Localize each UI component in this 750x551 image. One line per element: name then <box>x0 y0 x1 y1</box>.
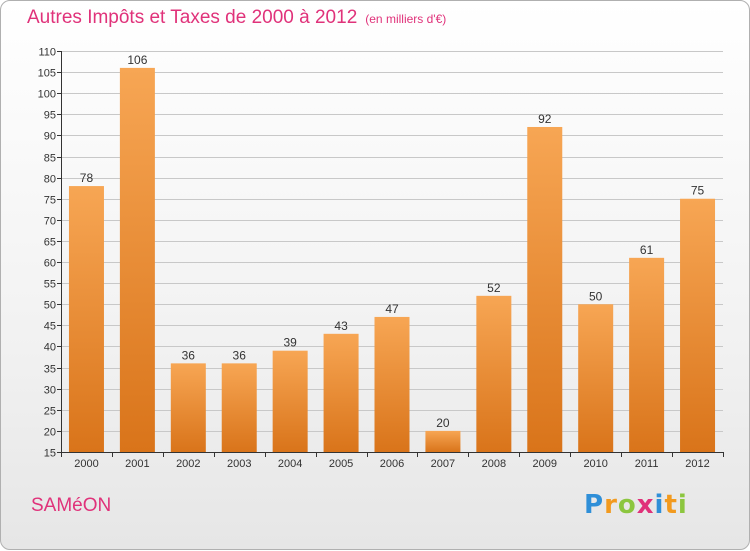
y-tick-label: 100 <box>38 89 56 101</box>
x-tick-label: 2003 <box>227 458 251 470</box>
x-tick-label: 2009 <box>533 458 557 470</box>
axes: 15 20 25 30 35 40 45 50 55 60 65 70 75 80 85 90 95 100 105… <box>38 47 724 470</box>
data-label: 78 <box>80 171 94 185</box>
data-label: 47 <box>385 302 399 316</box>
x-tick-label: 2005 <box>329 458 353 470</box>
data-label: 50 <box>589 289 603 303</box>
data-label: 43 <box>334 319 348 333</box>
proxiti-logo[interactable]: Proxiti <box>584 490 688 520</box>
bar <box>221 363 257 452</box>
y-tick-label: 95 <box>44 110 56 122</box>
data-label: 36 <box>182 348 196 362</box>
y-tick-label: 50 <box>44 300 56 312</box>
y-tick-label: 75 <box>44 195 56 207</box>
x-tick-label: 2010 <box>583 458 607 470</box>
x-tick-label: 2001 <box>125 458 149 470</box>
x-tick-label: 2000 <box>74 458 98 470</box>
y-tick-label: 110 <box>38 47 56 59</box>
x-tick-label: 2008 <box>482 458 506 470</box>
data-label: 52 <box>487 281 501 295</box>
x-tick-label: 2004 <box>278 458 302 470</box>
chart-title-text: Autres Impôts et Taxes de 2000 à 2012 <box>27 7 358 28</box>
y-tick-label: 30 <box>44 385 56 397</box>
y-tick-label: 20 <box>44 427 56 439</box>
bar <box>272 350 308 452</box>
chart-subtitle: (en milliers d'€) <box>365 12 447 26</box>
y-tick-label: 65 <box>44 237 56 249</box>
bar <box>578 304 614 452</box>
y-tick-label: 40 <box>44 342 56 354</box>
bar <box>374 316 410 452</box>
y-tick-label: 90 <box>44 131 56 143</box>
x-tick-label: 2011 <box>635 458 659 470</box>
x-tick-label: 2012 <box>685 458 709 470</box>
y-tick-label: 15 <box>44 448 56 460</box>
y-tick-label: 80 <box>44 174 56 186</box>
logo-letter: t <box>664 490 678 520</box>
bar <box>629 257 665 452</box>
y-tick-label: 70 <box>44 216 56 228</box>
y-tick-label: 35 <box>44 364 56 376</box>
y-tick-label: 85 <box>44 153 56 165</box>
data-label: 61 <box>640 243 654 257</box>
bars <box>68 67 716 453</box>
logo-letter: i <box>677 490 688 520</box>
data-label: 75 <box>691 184 705 198</box>
y-tick-label: 105 <box>38 68 56 80</box>
logo-letter: r <box>604 490 618 520</box>
logo-letter: P <box>584 490 605 520</box>
bar <box>68 186 104 453</box>
logo-letter: i <box>654 490 665 520</box>
y-tick-label: 55 <box>44 279 56 291</box>
data-label: 36 <box>233 348 247 362</box>
bar <box>323 333 359 452</box>
bar <box>680 198 716 452</box>
data-label: 106 <box>127 53 147 67</box>
logo-letter: o <box>617 490 637 520</box>
x-tick-label: 2002 <box>176 458 200 470</box>
bar <box>527 126 563 453</box>
chart-title: Autres Impôts et Taxes de 2000 à 2012 (en… <box>27 7 446 29</box>
bar <box>476 295 512 452</box>
data-label: 92 <box>538 112 552 126</box>
y-tick-label: 45 <box>44 321 56 333</box>
bar <box>119 67 155 452</box>
logo-letter: x <box>636 490 655 520</box>
data-label: 20 <box>436 416 450 430</box>
y-tick-label: 60 <box>44 258 56 270</box>
y-tick-label: 25 <box>44 406 56 418</box>
data-label: 39 <box>283 336 297 350</box>
commune-name: SAMéON <box>31 495 112 516</box>
x-tick-label: 2006 <box>380 458 404 470</box>
bar <box>425 430 461 452</box>
x-tick-label: 2007 <box>431 458 455 470</box>
bar <box>170 363 206 452</box>
